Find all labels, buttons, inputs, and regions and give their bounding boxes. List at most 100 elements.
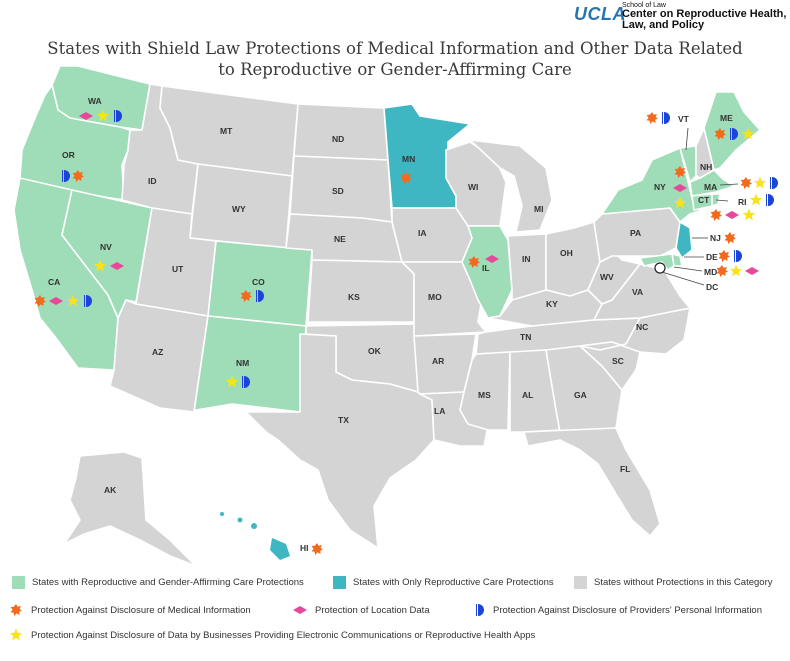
blue-half-circle-icon — [734, 250, 742, 262]
orange-starburst-icon — [10, 604, 23, 616]
blue-half-circle-icon — [476, 604, 484, 616]
legend-item-apps: Protection Against Disclosure of Data by… — [8, 627, 535, 643]
icons-CT — [710, 208, 756, 221]
label-KY: KY — [546, 299, 558, 309]
label-WY: WY — [232, 204, 246, 214]
label-NH: NH — [700, 162, 712, 172]
label-OR: OR — [62, 150, 75, 160]
label-CO: CO — [252, 277, 265, 287]
label-NJ: NJ — [710, 233, 721, 243]
label-GA: GA — [574, 390, 587, 400]
label-AK: AK — [104, 485, 117, 495]
icons-VT — [646, 112, 670, 124]
map-title: States with Shield Law Protections of Me… — [47, 39, 743, 79]
label-TN: TN — [520, 332, 531, 342]
label-IN: IN — [522, 254, 531, 264]
label-AZ: AZ — [152, 347, 163, 357]
label-RI: RI — [738, 197, 747, 207]
label-WA: WA — [88, 96, 102, 106]
legend-item-location: Protection of Location Data — [292, 602, 430, 618]
legend-label-repro-only: States with Only Reproductive Care Prote… — [353, 577, 554, 588]
state-NJ — [675, 221, 693, 259]
legend-swatch-teal — [333, 576, 346, 589]
icons-NJ — [724, 232, 736, 244]
label-AL: AL — [522, 390, 533, 400]
label-SC: SC — [612, 356, 624, 366]
pink-diamond-icon — [293, 606, 307, 614]
label-KS: KS — [348, 292, 360, 302]
state-FL — [523, 427, 661, 537]
orange-starburst-icon — [724, 232, 736, 244]
label-ID: ID — [148, 176, 157, 186]
label-OK: OK — [368, 346, 382, 356]
state-MI — [469, 139, 553, 233]
label-CT: CT — [698, 195, 710, 205]
label-NY: NY — [654, 182, 666, 192]
legend-label-apps: Protection Against Disclosure of Data by… — [31, 629, 536, 641]
legend-label-none: States without Protections in this Categ… — [594, 577, 773, 588]
blue-half-circle-icon — [662, 112, 670, 124]
legend-item-none: States without Protections in this Categ… — [574, 576, 772, 589]
legend: States with Reproductive and Gender-Affi… — [0, 570, 790, 660]
icons-HI — [311, 543, 323, 555]
blue-half-circle-icon — [770, 177, 778, 189]
state-MD — [639, 253, 675, 271]
yellow-star-icon — [749, 193, 763, 206]
label-IL: IL — [482, 263, 490, 273]
label-WV: WV — [600, 272, 614, 282]
yellow-star-icon — [729, 264, 743, 277]
label-NV: NV — [100, 242, 112, 252]
state-OR — [19, 84, 131, 201]
label-SD: SD — [332, 186, 344, 196]
legend-swatch-green — [12, 576, 25, 589]
state-NM — [193, 315, 307, 413]
label-MN: MN — [402, 154, 415, 164]
label-CA: CA — [48, 277, 60, 287]
label-PA: PA — [630, 228, 641, 238]
legend-label-provider: Protection Against Disclosure of Provide… — [493, 604, 762, 616]
icons-MD — [716, 264, 759, 277]
icons-DE — [718, 250, 742, 262]
orange-starburst-icon — [740, 177, 752, 189]
label-NC: NC — [636, 322, 648, 332]
label-NM: NM — [236, 358, 249, 368]
orange-starburst-icon — [710, 209, 722, 221]
dc-marker — [654, 262, 666, 274]
pink-diamond-icon — [725, 211, 739, 219]
leader-lines — [661, 127, 739, 286]
state-TX — [245, 333, 435, 549]
label-AR: AR — [432, 356, 444, 366]
blue-half-circle-icon — [766, 194, 774, 206]
label-VT: VT — [678, 114, 690, 124]
label-DC: DC — [706, 282, 718, 292]
label-MO: MO — [428, 292, 442, 302]
label-WI: WI — [468, 182, 478, 192]
label-HI: HI — [300, 543, 309, 553]
state-IA — [391, 207, 473, 263]
label-MA: MA — [704, 182, 717, 192]
label-LA: LA — [434, 406, 445, 416]
orange-starburst-icon — [718, 250, 730, 262]
orange-starburst-icon — [716, 265, 728, 277]
yellow-star-icon — [753, 176, 767, 189]
label-DE: DE — [706, 252, 718, 262]
legend-item-repro-only: States with Only Reproductive Care Prote… — [333, 576, 554, 589]
yellow-star-icon — [9, 628, 23, 641]
us-map: WA OR CA NV ID MT WY UT AZ CO NM ND SD N… — [13, 65, 778, 567]
label-MD: MD — [704, 267, 717, 277]
label-UT: UT — [172, 264, 184, 274]
label-MI: MI — [534, 204, 543, 214]
logo-center-text: Center on Reproductive Health, Law, and … — [622, 8, 787, 31]
legend-label-repro-gender: States with Reproductive and Gender-Affi… — [32, 577, 304, 588]
label-NE: NE — [334, 234, 346, 244]
orange-starburst-icon — [646, 112, 658, 124]
legend-label-location: Protection of Location Data — [315, 604, 430, 616]
state-KS — [307, 259, 415, 323]
legend-label-medical: Protection Against Disclosure of Medical… — [31, 604, 251, 616]
label-MT: MT — [220, 126, 233, 136]
legend-swatch-gray — [574, 576, 587, 589]
state-HI — [220, 512, 290, 560]
orange-starburst-icon — [311, 543, 323, 555]
label-TX: TX — [338, 415, 349, 425]
state-ND — [293, 103, 389, 161]
